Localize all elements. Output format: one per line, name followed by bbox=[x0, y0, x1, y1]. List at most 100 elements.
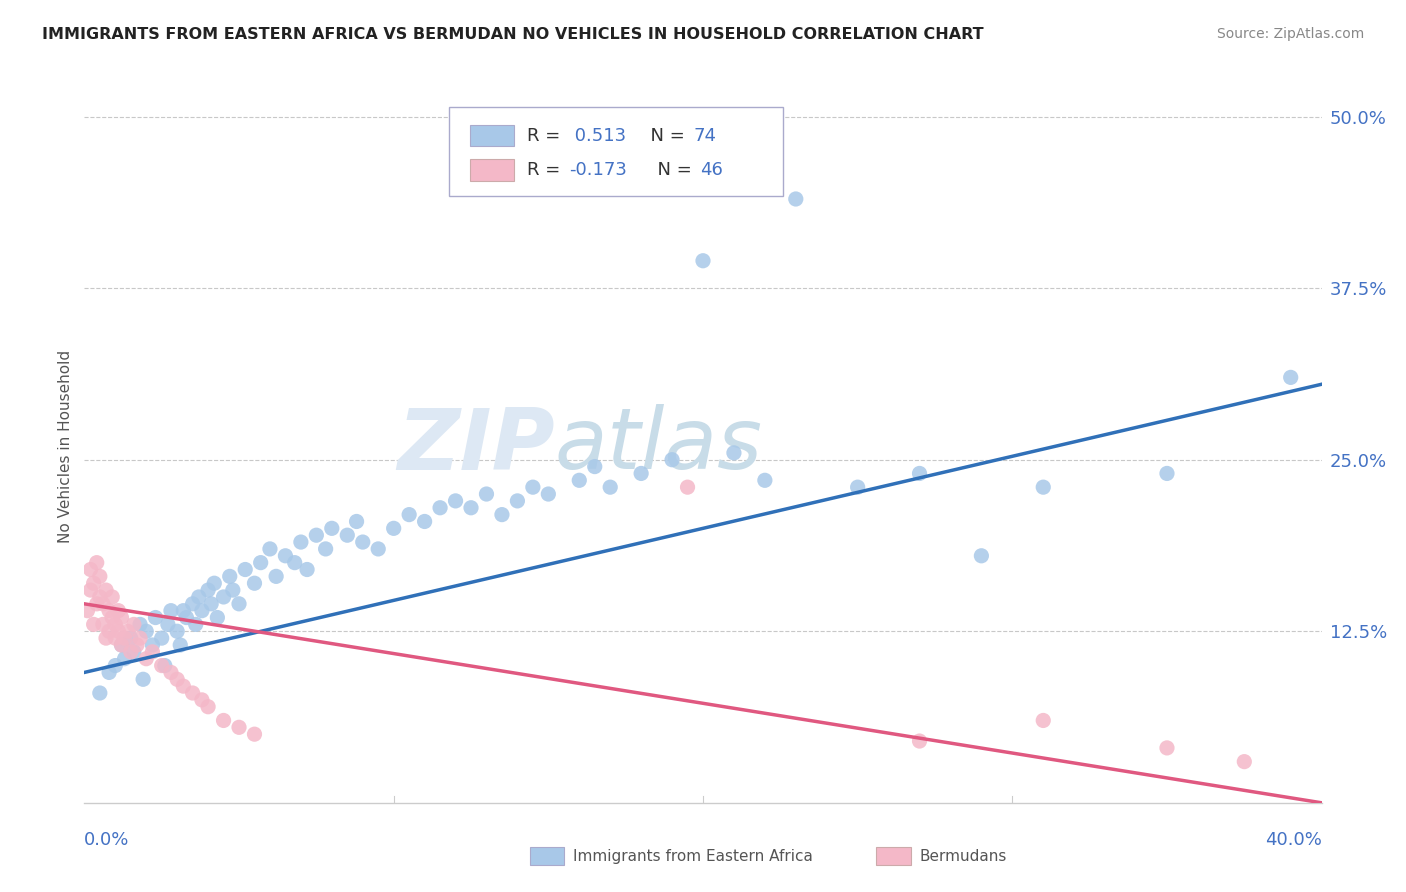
Point bbox=[104, 631, 127, 645]
Point bbox=[754, 473, 776, 487]
Bar bbox=[876, 847, 911, 865]
Point bbox=[98, 665, 121, 680]
Point bbox=[908, 467, 931, 481]
Point bbox=[135, 624, 157, 639]
Point bbox=[169, 638, 191, 652]
Point bbox=[83, 576, 105, 591]
Point bbox=[352, 535, 374, 549]
Point bbox=[150, 658, 173, 673]
Point bbox=[243, 727, 266, 741]
Point bbox=[89, 569, 111, 583]
Point bbox=[101, 590, 124, 604]
Point bbox=[172, 679, 194, 693]
Point bbox=[475, 487, 498, 501]
Text: Immigrants from Eastern Africa: Immigrants from Eastern Africa bbox=[574, 849, 813, 863]
Point bbox=[274, 549, 297, 563]
Point bbox=[233, 562, 256, 576]
Text: ZIP: ZIP bbox=[396, 404, 554, 488]
Point bbox=[243, 576, 266, 591]
Point bbox=[176, 610, 198, 624]
Point bbox=[135, 651, 157, 665]
Y-axis label: No Vehicles in Household: No Vehicles in Household bbox=[58, 350, 73, 542]
Point bbox=[692, 253, 714, 268]
Point bbox=[114, 651, 136, 665]
Point bbox=[117, 624, 139, 639]
Point bbox=[228, 720, 250, 734]
Point bbox=[785, 192, 807, 206]
Point bbox=[970, 549, 993, 563]
Point bbox=[661, 452, 683, 467]
Point bbox=[191, 604, 214, 618]
Text: 46: 46 bbox=[700, 161, 724, 178]
Point bbox=[98, 624, 121, 639]
Point bbox=[91, 617, 114, 632]
Point bbox=[264, 569, 287, 583]
Point bbox=[101, 610, 124, 624]
Point bbox=[79, 583, 101, 598]
Text: 0.513: 0.513 bbox=[569, 127, 627, 145]
Text: 0.0%: 0.0% bbox=[84, 831, 129, 849]
Point bbox=[172, 604, 194, 618]
Point bbox=[413, 515, 436, 529]
Point bbox=[181, 597, 204, 611]
Point bbox=[94, 583, 117, 598]
Point bbox=[110, 610, 132, 624]
Point bbox=[160, 604, 183, 618]
Point bbox=[89, 590, 111, 604]
Point bbox=[104, 658, 127, 673]
Point bbox=[94, 631, 117, 645]
Text: R =: R = bbox=[527, 127, 567, 145]
Point bbox=[200, 597, 222, 611]
Point bbox=[228, 597, 250, 611]
Point bbox=[723, 446, 745, 460]
Point bbox=[212, 590, 235, 604]
Point bbox=[218, 569, 240, 583]
Text: Source: ZipAtlas.com: Source: ZipAtlas.com bbox=[1216, 27, 1364, 41]
Bar bbox=[530, 847, 564, 865]
Point bbox=[315, 541, 337, 556]
Point bbox=[187, 590, 209, 604]
Point bbox=[583, 459, 606, 474]
Point bbox=[120, 631, 142, 645]
Point bbox=[444, 494, 467, 508]
Text: 74: 74 bbox=[693, 127, 716, 145]
Point bbox=[284, 556, 307, 570]
Text: N =: N = bbox=[647, 161, 697, 178]
Point bbox=[150, 631, 173, 645]
Point bbox=[141, 645, 163, 659]
Point bbox=[86, 597, 108, 611]
Point bbox=[599, 480, 621, 494]
Point bbox=[908, 734, 931, 748]
Point bbox=[630, 467, 652, 481]
Point bbox=[222, 583, 245, 598]
Point bbox=[86, 556, 108, 570]
Point bbox=[125, 638, 148, 652]
Point bbox=[141, 638, 163, 652]
Point bbox=[522, 480, 544, 494]
Point bbox=[398, 508, 420, 522]
Point bbox=[110, 638, 132, 652]
Point bbox=[212, 714, 235, 728]
Point bbox=[506, 494, 529, 508]
Text: -0.173: -0.173 bbox=[569, 161, 627, 178]
Point bbox=[107, 624, 129, 639]
Point bbox=[76, 604, 98, 618]
Bar bbox=[471, 159, 513, 180]
Point bbox=[1032, 480, 1054, 494]
Point bbox=[83, 617, 105, 632]
Text: atlas: atlas bbox=[554, 404, 762, 488]
Point bbox=[537, 487, 560, 501]
Point bbox=[181, 686, 204, 700]
Point bbox=[120, 645, 142, 659]
Point bbox=[145, 610, 167, 624]
Point bbox=[129, 631, 152, 645]
Point bbox=[321, 521, 343, 535]
Point bbox=[1156, 740, 1178, 755]
Point bbox=[676, 480, 699, 494]
Point bbox=[197, 583, 219, 598]
Point bbox=[79, 562, 101, 576]
Point bbox=[491, 508, 513, 522]
Point bbox=[91, 597, 114, 611]
Point bbox=[160, 665, 183, 680]
Point bbox=[460, 500, 482, 515]
